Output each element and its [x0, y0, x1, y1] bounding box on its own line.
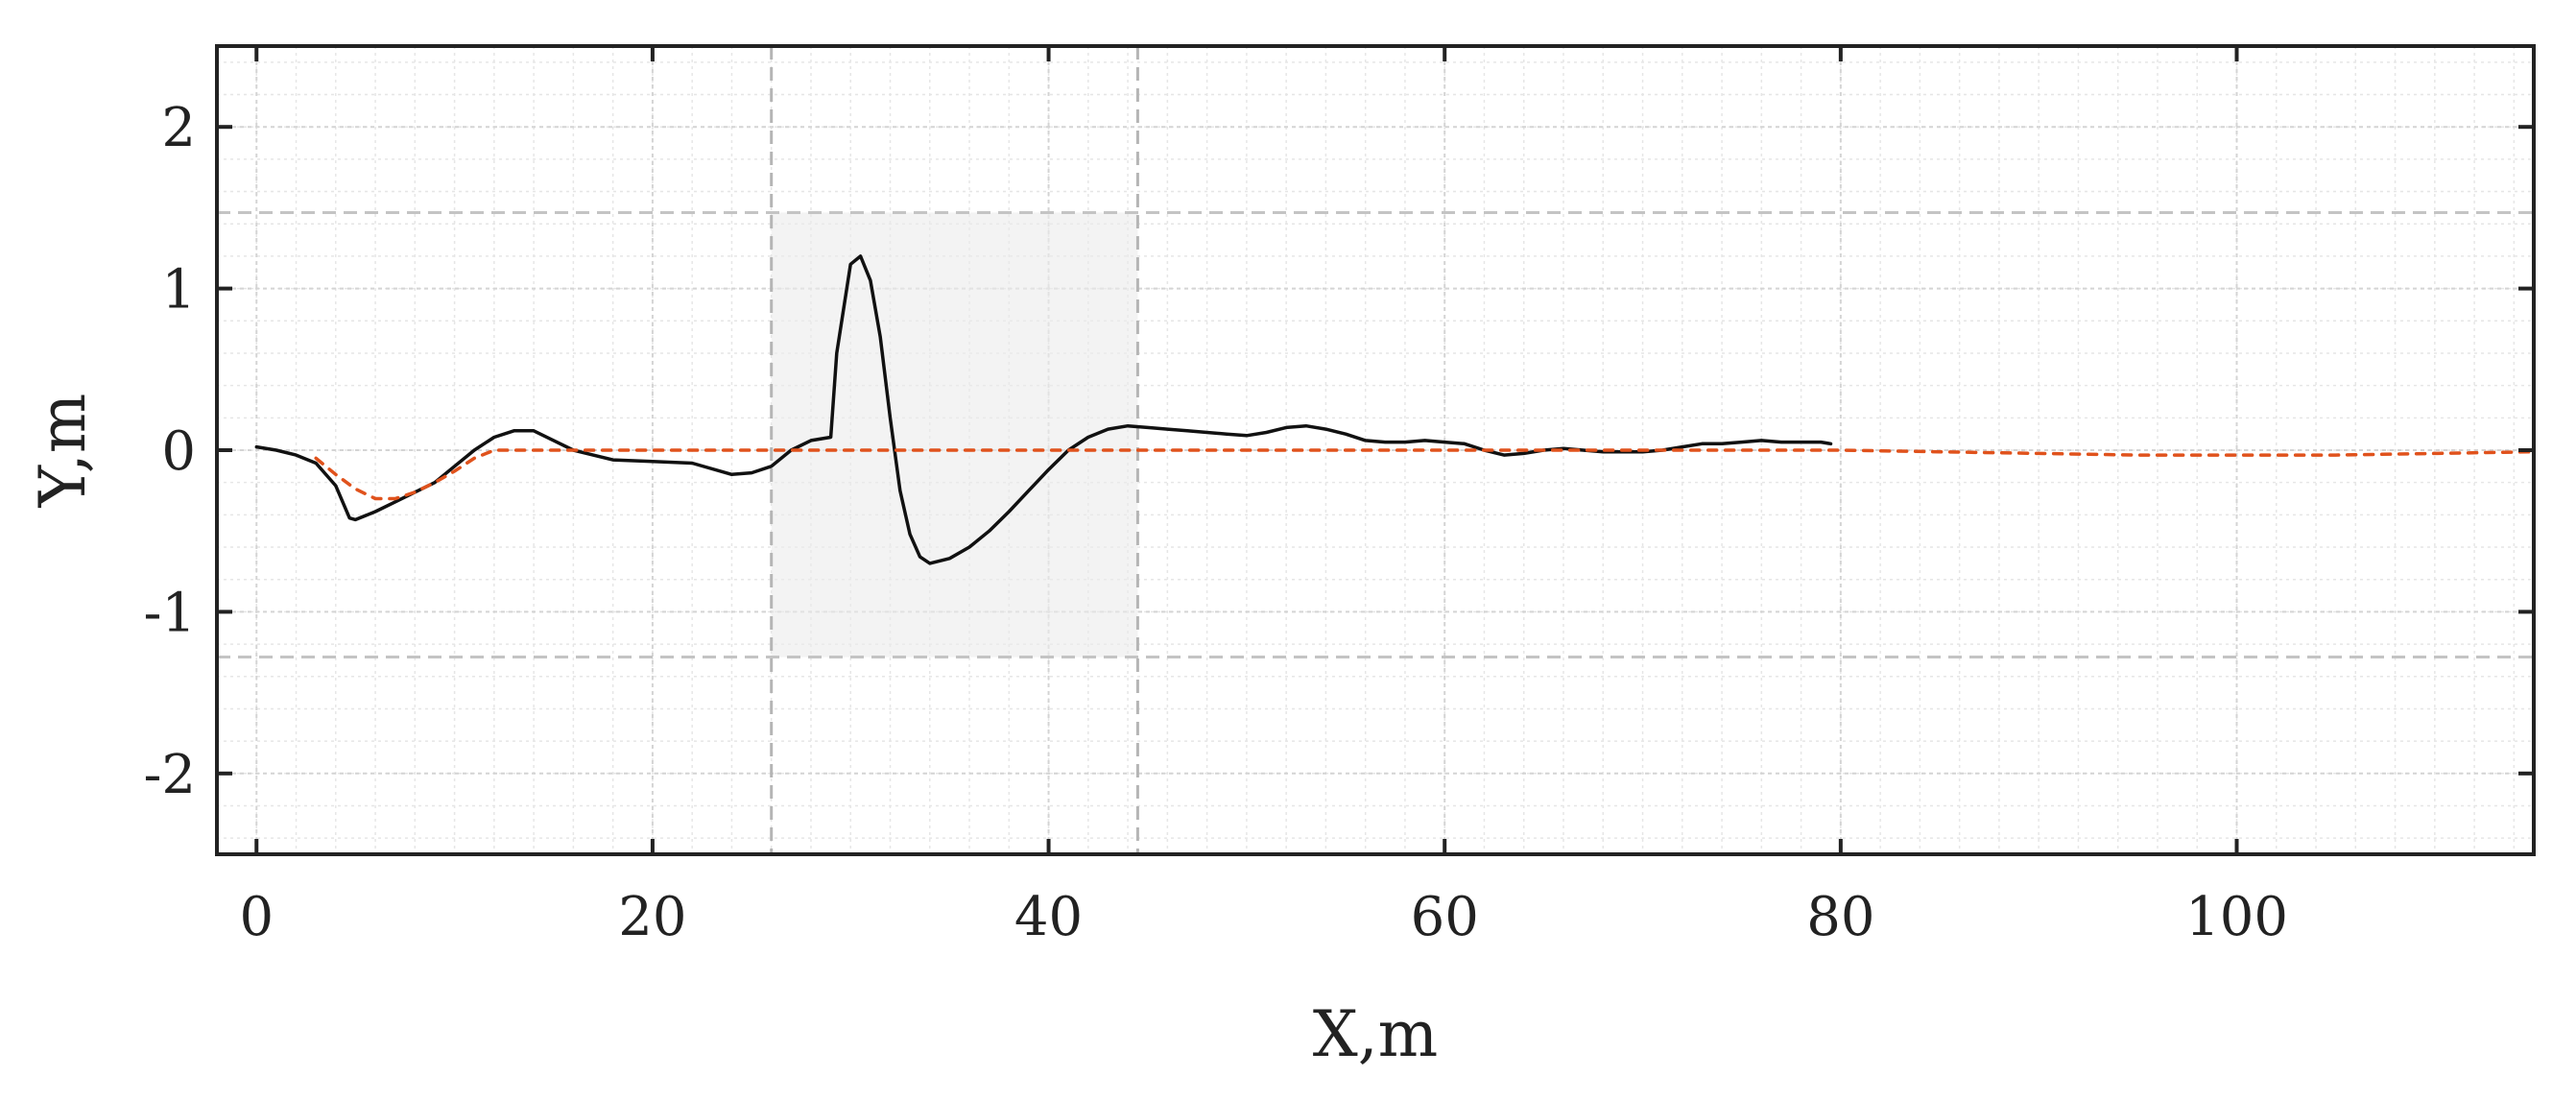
x-tick-label: 20 [618, 886, 686, 948]
y-tick-label: 1 [161, 259, 196, 322]
y-tick-label: -2 [143, 744, 196, 806]
measured-path-line [254, 254, 1833, 565]
plot-area [215, 44, 2536, 856]
highlight-region [771, 212, 1138, 658]
x-tick-label: 80 [1806, 886, 1874, 948]
tick-labels: 0 20 40 60 80 100 2 1 0 -1 -2 [143, 97, 2288, 948]
x-axis-title: X,m [1313, 997, 1439, 1071]
x-tick-label: 0 [239, 886, 274, 948]
x-tick-label: 100 [2185, 886, 2288, 948]
y-axis-title: Y,m [26, 394, 100, 509]
x-tick-label: 40 [1014, 886, 1083, 948]
y-tick-label: 2 [161, 97, 196, 159]
reference-path-line [314, 448, 2536, 501]
x-tick-label: 60 [1411, 886, 1479, 948]
y-tick-label: -1 [143, 582, 196, 644]
y-tick-label: 0 [161, 420, 196, 483]
